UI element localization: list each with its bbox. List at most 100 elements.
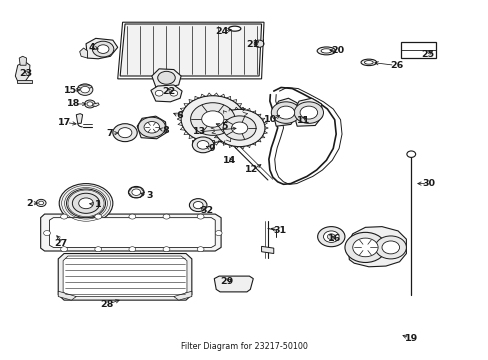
Circle shape (192, 137, 213, 153)
Circle shape (132, 189, 141, 195)
Circle shape (374, 236, 406, 259)
Circle shape (43, 230, 50, 235)
Text: 5: 5 (220, 122, 227, 131)
Polygon shape (137, 116, 166, 139)
Circle shape (61, 247, 67, 252)
Circle shape (79, 198, 93, 209)
Circle shape (59, 184, 113, 223)
Circle shape (87, 102, 93, 106)
Circle shape (197, 247, 203, 252)
Circle shape (223, 116, 256, 140)
Circle shape (129, 247, 136, 252)
Polygon shape (49, 218, 215, 247)
Circle shape (271, 102, 300, 123)
Polygon shape (120, 24, 261, 76)
Text: 10: 10 (264, 115, 277, 124)
Circle shape (197, 140, 208, 149)
Bar (400, 42, 435, 58)
Text: 20: 20 (331, 46, 344, 55)
Text: 12: 12 (244, 166, 258, 175)
Polygon shape (152, 69, 181, 87)
Circle shape (277, 106, 294, 119)
Circle shape (406, 151, 415, 157)
Text: 25: 25 (421, 50, 433, 59)
Polygon shape (63, 256, 186, 297)
Ellipse shape (364, 60, 372, 64)
Circle shape (61, 214, 67, 219)
Text: 9: 9 (207, 144, 214, 153)
Text: 29: 29 (220, 277, 233, 286)
Polygon shape (58, 291, 76, 300)
Circle shape (129, 214, 136, 219)
Circle shape (231, 122, 247, 134)
Polygon shape (17, 80, 32, 83)
Text: 24: 24 (215, 27, 228, 36)
Circle shape (144, 122, 159, 133)
Circle shape (201, 111, 224, 127)
Circle shape (214, 109, 264, 147)
Circle shape (138, 117, 165, 137)
Circle shape (193, 202, 203, 209)
Polygon shape (76, 114, 82, 123)
Polygon shape (151, 85, 182, 102)
Text: 27: 27 (55, 239, 68, 248)
Text: 1: 1 (95, 200, 102, 209)
Text: 17: 17 (58, 118, 71, 127)
Text: 3: 3 (146, 191, 152, 200)
Circle shape (254, 40, 264, 47)
Polygon shape (261, 246, 273, 253)
Ellipse shape (360, 59, 376, 66)
Text: 15: 15 (64, 86, 77, 95)
Circle shape (327, 234, 334, 239)
Ellipse shape (321, 49, 331, 53)
Polygon shape (19, 56, 26, 65)
Polygon shape (86, 39, 118, 59)
Text: 4: 4 (88, 43, 95, 52)
Circle shape (84, 100, 95, 108)
Circle shape (169, 90, 177, 96)
Circle shape (81, 86, 89, 93)
Circle shape (97, 45, 109, 53)
Circle shape (300, 106, 317, 119)
Text: 21: 21 (246, 40, 259, 49)
Polygon shape (58, 253, 191, 300)
Text: Filter Diagram for 23217-50100: Filter Diagram for 23217-50100 (181, 342, 307, 351)
Circle shape (158, 71, 175, 84)
Text: 6: 6 (177, 111, 183, 120)
Circle shape (294, 102, 323, 123)
Circle shape (189, 199, 206, 212)
Text: 32: 32 (200, 206, 213, 215)
Circle shape (181, 96, 244, 142)
Circle shape (381, 241, 399, 254)
Circle shape (344, 232, 385, 262)
Text: 26: 26 (389, 61, 403, 70)
Circle shape (72, 193, 100, 213)
Text: 30: 30 (422, 179, 435, 188)
Text: 23: 23 (20, 69, 33, 78)
Text: 19: 19 (404, 334, 417, 343)
Polygon shape (92, 103, 99, 107)
Polygon shape (15, 62, 30, 81)
Circle shape (190, 103, 235, 135)
Circle shape (128, 186, 144, 198)
Text: 31: 31 (272, 226, 285, 235)
Polygon shape (80, 48, 87, 58)
Circle shape (95, 247, 102, 252)
Polygon shape (41, 214, 221, 251)
Circle shape (113, 124, 137, 141)
Text: 11: 11 (297, 116, 310, 125)
Circle shape (95, 214, 102, 219)
Polygon shape (293, 98, 322, 126)
Circle shape (163, 247, 169, 252)
Text: 2: 2 (26, 199, 33, 208)
Circle shape (215, 230, 222, 235)
Polygon shape (173, 291, 191, 300)
Circle shape (39, 201, 43, 205)
Polygon shape (272, 98, 298, 126)
Polygon shape (214, 276, 253, 292)
Circle shape (118, 128, 132, 138)
Circle shape (36, 199, 46, 207)
Ellipse shape (228, 26, 241, 31)
Ellipse shape (317, 47, 335, 55)
Circle shape (352, 238, 377, 257)
